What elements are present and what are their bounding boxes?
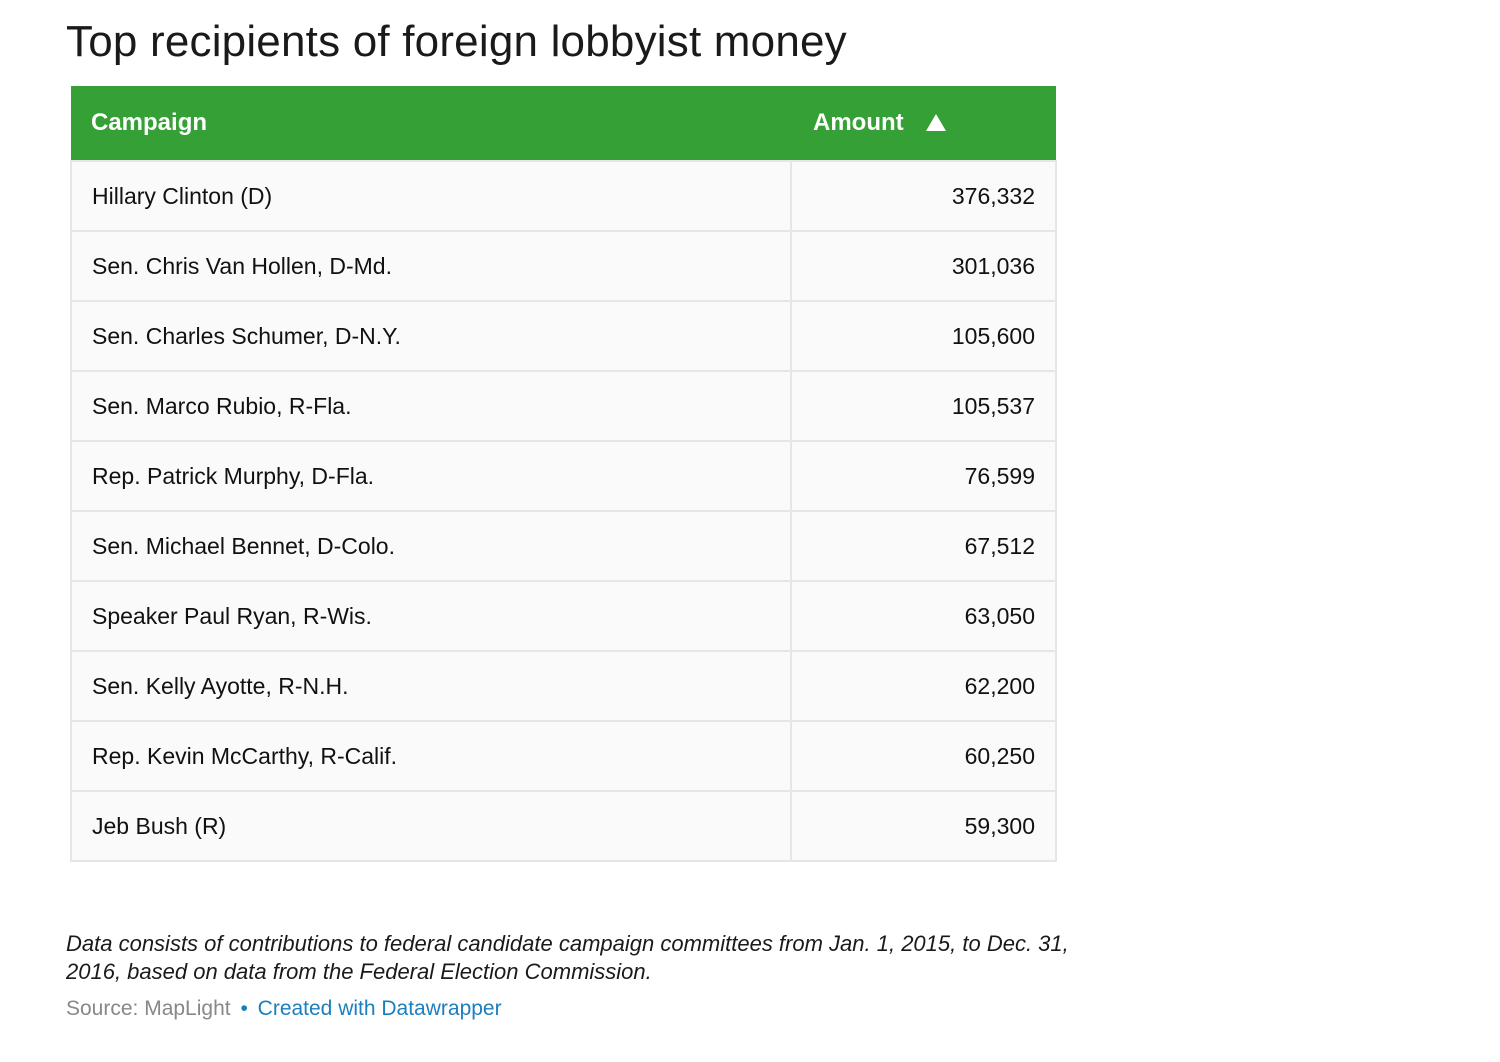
amount-cell: 105,537 (790, 370, 1057, 442)
campaign-cell: Sen. Chris Van Hollen, D-Md. (70, 230, 792, 302)
amount-column-header[interactable]: Amount (791, 86, 1056, 161)
amount-cell: 60,250 (790, 720, 1057, 792)
table-row: Rep. Kevin McCarthy, R-Calif. 60,250 (70, 720, 1057, 792)
amount-cell: 63,050 (790, 580, 1057, 652)
amount-cell: 67,512 (790, 510, 1057, 582)
amount-cell: 62,200 (790, 650, 1057, 722)
campaign-cell: Sen. Marco Rubio, R-Fla. (70, 370, 792, 442)
datawrapper-credit-link[interactable]: Created with Datawrapper (257, 997, 502, 1020)
amount-cell: 301,036 (790, 230, 1057, 302)
campaign-cell: Sen. Kelly Ayotte, R-N.H. (70, 650, 792, 722)
data-table: Campaign Amount Hillary Clinton (D) 376,3… (70, 86, 1057, 862)
table-header-row: Campaign Amount (71, 86, 1056, 161)
table-row: Jeb Bush (R) 59,300 (70, 790, 1057, 862)
chart-title: Top recipients of foreign lobbyist money (66, 17, 847, 66)
chart-footer: Source: MapLight • Created with Datawrap… (66, 995, 502, 1023)
table-row: Sen. Kelly Ayotte, R-N.H. 62,200 (70, 650, 1057, 722)
campaign-cell: Sen. Charles Schumer, D-N.Y. (70, 300, 792, 372)
table-row: Hillary Clinton (D) 376,332 (70, 160, 1057, 232)
source-text: Source: MapLight (66, 997, 231, 1020)
amount-cell: 59,300 (790, 790, 1057, 862)
data-table-container: Campaign Amount Hillary Clinton (D) 376,3… (70, 86, 1057, 862)
sort-ascending-icon[interactable] (925, 114, 946, 131)
table-row: Sen. Michael Bennet, D-Colo. 67,512 (70, 510, 1057, 582)
footer-separator: • (240, 997, 248, 1020)
table-row: Rep. Patrick Murphy, D-Fla. 76,599 (70, 440, 1057, 512)
campaign-cell: Rep. Kevin McCarthy, R-Calif. (70, 720, 792, 792)
table-row: Sen. Charles Schumer, D-N.Y. 105,600 (70, 300, 1057, 372)
table-header: Campaign Amount (71, 86, 1056, 161)
campaign-cell: Speaker Paul Ryan, R-Wis. (70, 580, 792, 652)
campaign-cell: Hillary Clinton (D) (70, 160, 792, 232)
campaign-cell: Sen. Michael Bennet, D-Colo. (70, 510, 792, 582)
table-row: Sen. Marco Rubio, R-Fla. 105,537 (70, 370, 1057, 442)
table-row: Sen. Chris Van Hollen, D-Md. 301,036 (70, 230, 1057, 302)
campaign-cell: Rep. Patrick Murphy, D-Fla. (70, 440, 792, 512)
table-body: Hillary Clinton (D) 376,332 Sen. Chris Van… (70, 160, 1057, 862)
amount-cell: 376,332 (790, 160, 1057, 232)
chart-notes: Data consists of contributions to federa… (66, 931, 1069, 984)
amount-column-label: Amount (813, 109, 904, 136)
amount-cell: 105,600 (790, 300, 1057, 372)
campaign-column-header[interactable]: Campaign (71, 86, 791, 161)
campaign-cell: Jeb Bush (R) (70, 790, 792, 862)
table-row: Speaker Paul Ryan, R-Wis. 63,050 (70, 580, 1057, 652)
campaign-column-label: Campaign (91, 109, 208, 136)
amount-cell: 76,599 (790, 440, 1057, 512)
